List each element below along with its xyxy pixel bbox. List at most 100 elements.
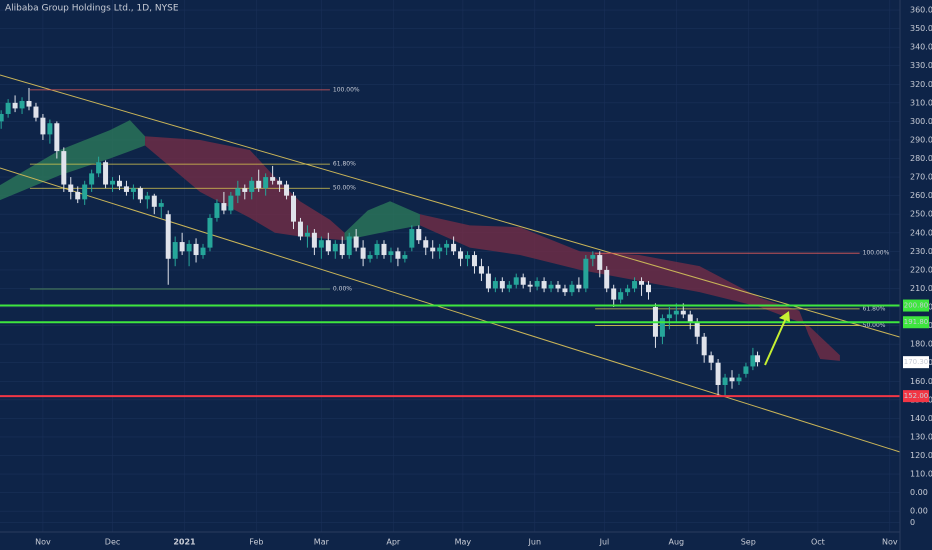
candle-body [68,184,74,192]
candle-body [318,240,324,248]
candle-body [96,162,102,174]
y-tick-label: 340.00 [910,43,932,52]
candle-body [388,251,394,256]
fib-label: 61.80% [863,305,886,312]
candle-body [47,123,53,135]
candle-body [137,188,143,200]
candle-body [130,188,136,192]
candle-body [451,243,457,252]
candle-body [26,100,32,107]
candle-body [590,255,596,259]
y-tick-label: 240.00 [910,228,932,237]
candle-body [284,184,290,196]
candle-body [123,186,129,192]
chart-title: Alibaba Group Holdings Ltd., 1D, NYSE [5,4,179,14]
candle-body [618,292,624,300]
candle-body [221,203,227,211]
candle-body [19,100,25,109]
candle-body [409,229,415,248]
candle-body [263,177,269,189]
y-tick-label: 160.00 [910,377,932,386]
candle-body [297,221,303,237]
candle-body [249,180,255,192]
candle-body [506,284,512,289]
candle-body [680,310,686,315]
y-tick-label: 0 [910,518,915,527]
candle-body [465,255,471,259]
candle-body [381,243,387,256]
candle-body [332,243,338,252]
y-tick-label: 210.00 [910,284,932,293]
candle-body [179,242,185,252]
candle-body [402,255,408,259]
candle-body [304,232,310,237]
y-tick-label: 260.00 [910,191,932,200]
y-tick-label: 360.00 [910,6,932,15]
candle-body [103,162,109,185]
y-tick-label: 350.00 [910,24,932,33]
y-tick-label: 130.00 [910,432,932,441]
candle-body [110,180,116,185]
candle-body [89,173,95,185]
candle-body [687,314,693,322]
candle-body [750,355,756,367]
trend-line [0,167,901,453]
y-tick-label: 320.00 [910,80,932,89]
fib-label: 50.00% [863,322,886,329]
candle-body [541,281,547,289]
candle-body [186,243,192,252]
price-tag-label: 170.30 [904,358,929,366]
candle-body [576,284,582,289]
price-tag [903,316,929,329]
candle-body [116,180,122,187]
candle-body [694,321,700,337]
candle-body [715,362,721,385]
candle-body [534,281,540,287]
candle-body [708,355,714,363]
candle-body [291,195,297,222]
x-tick-label: Dec [105,538,120,547]
candle-body [172,242,178,259]
y-tick-label: 140.00 [910,414,932,423]
y-tick-label: 180.00 [910,340,932,349]
candle-body [228,195,234,211]
candle-body [513,277,519,285]
price-tag-label: 200.80 [904,302,929,310]
candle-body [555,284,561,289]
candle-body [673,310,679,315]
candle-body [562,288,568,293]
fib-label: 61.80% [333,161,356,168]
candle-body [367,255,373,259]
ichimoku-cloud [419,214,840,361]
candle-body [54,123,60,152]
candle-body [485,273,491,289]
fib-label: 0.00% [333,286,352,293]
x-tick-label: 2021 [173,538,196,547]
y-tick-label: 330.00 [910,61,932,70]
candle-body [353,236,359,248]
x-tick-label: Sep [741,538,756,547]
candle-body [743,366,749,374]
candle-body [430,247,436,252]
candle-body [277,180,283,185]
candle-body [611,288,617,300]
candle-body [736,377,742,382]
x-tick-label: Aug [669,538,685,547]
candle-body [374,243,380,256]
candle-body [0,113,4,122]
y-tick-label: 230.00 [910,247,932,256]
y-tick-label: 300.00 [910,117,932,126]
x-tick-label: May [455,538,472,547]
x-tick-label: Mar [314,538,330,547]
y-tick-label: 0.00 [910,488,928,497]
candle-body [632,281,638,289]
candle-body [5,102,11,114]
price-tag [903,390,929,403]
candle-body [729,377,735,382]
candle-body [527,284,533,287]
candle-body [569,284,575,293]
candle-body [604,269,610,289]
candle-body [645,284,651,293]
